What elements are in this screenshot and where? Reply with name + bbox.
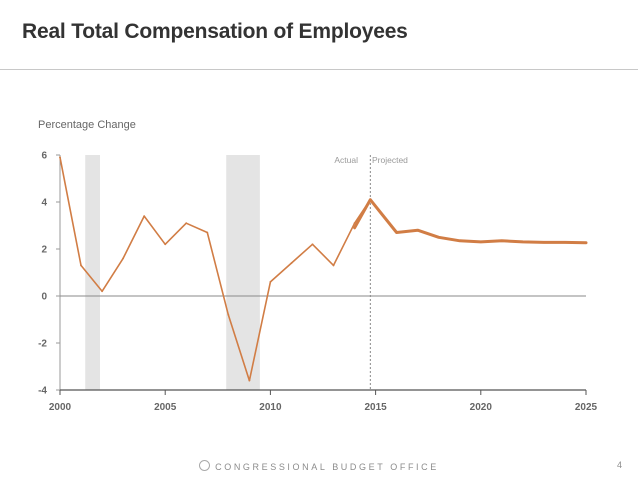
data-point-actual [311, 243, 314, 246]
data-point-actual [332, 264, 335, 267]
y-tick-label: 6 [41, 151, 47, 162]
data-point-actual [248, 379, 251, 382]
data-point-actual [101, 290, 103, 293]
data-point-actual [269, 281, 272, 283]
data-point-projected [585, 241, 587, 244]
projected-label: Projected [372, 155, 408, 165]
data-point-actual [59, 156, 61, 159]
x-tick-label: 2010 [259, 402, 282, 413]
y-axis-label: Percentage Change [38, 119, 136, 131]
x-tick-label: 2025 [575, 402, 598, 413]
data-point-actual [122, 257, 125, 260]
data-point-projected [564, 241, 566, 244]
actual-label: Actual [334, 155, 358, 165]
data-point-actual [164, 243, 167, 246]
page-number: 4 [616, 460, 622, 470]
slide-title: Real Total Compensation of Employees [22, 20, 408, 43]
x-tick-label: 2000 [49, 402, 72, 413]
title-divider [0, 69, 638, 70]
footer: CONGRESSIONAL BUDGET OFFICE 4 [0, 460, 638, 476]
data-point-projected [458, 239, 461, 242]
data-point-projected [479, 241, 482, 243]
axis-lines [56, 154, 587, 395]
data-point-actual [80, 264, 82, 267]
series-line-actual [59, 156, 372, 382]
data-point-projected [521, 241, 524, 243]
data-point-projected [500, 239, 503, 242]
footer-brand: CONGRESSIONAL BUDGET OFFICE [0, 460, 638, 472]
data-point-projected [416, 229, 419, 232]
data-point-actual [227, 313, 230, 316]
data-point-actual [143, 215, 146, 218]
data-point-projected [395, 231, 398, 234]
recession-band-0 [85, 155, 100, 390]
series-line-projected [353, 198, 588, 245]
cbo-seal-icon [199, 460, 211, 471]
y-tick-label: -4 [38, 386, 47, 397]
data-point-projected [369, 198, 372, 201]
y-tick-label: 0 [41, 292, 47, 303]
y-tick-label: -2 [38, 339, 47, 350]
recession-band-1 [226, 155, 260, 390]
footer-text: CONGRESSIONAL BUDGET OFFICE [215, 462, 439, 472]
x-tick-label: 2005 [154, 402, 177, 413]
y-tick-label: 2 [41, 245, 47, 256]
data-point-actual [353, 222, 356, 225]
recession-bands [85, 155, 260, 390]
data-point-projected [353, 226, 356, 229]
series-lines [59, 156, 588, 382]
data-point-actual [290, 262, 293, 264]
data-point-projected [437, 236, 440, 239]
data-point-actual [206, 231, 209, 234]
x-tick-label: 2020 [470, 402, 493, 413]
y-tick-label: 4 [41, 198, 47, 209]
data-point-projected [543, 241, 545, 244]
data-point-actual [185, 222, 188, 225]
x-tick-label: 2015 [364, 402, 387, 413]
